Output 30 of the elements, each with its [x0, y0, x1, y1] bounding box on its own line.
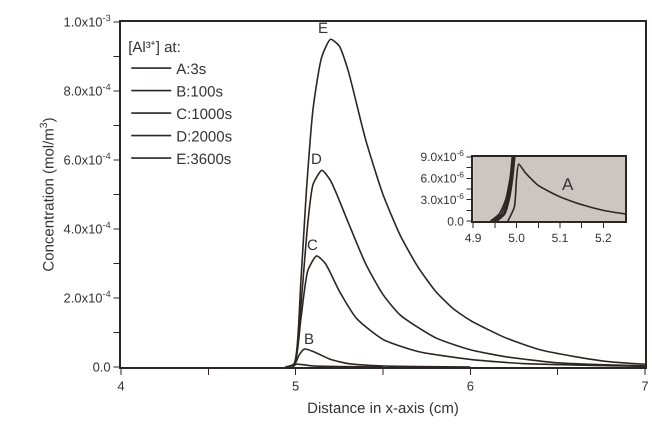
x-axis-title: Distance in x-axis (cm): [307, 400, 459, 417]
y-tick-label: 9.0x10$^{-6}$: [420, 148, 464, 164]
x-tick-label: 5.0: [508, 231, 526, 246]
legend-label: C:1000s: [176, 106, 232, 123]
x-tick-label: 5.2: [595, 231, 612, 246]
y-tick-label: 2.0x10$^{-4}$: [64, 289, 111, 306]
y-tick-label: 6.0x10$^{-6}$: [420, 169, 464, 186]
annotation: A: [562, 175, 574, 194]
annotation: C: [307, 237, 318, 254]
legend-label: D:2000s: [176, 128, 232, 146]
legend-label: E:3600s: [176, 150, 232, 168]
y-tick-label: 0.0: [447, 214, 464, 228]
x-tick-label: 4: [117, 378, 125, 394]
y-tick-label: 1.0x10$^{-3}$: [64, 13, 111, 30]
x-tick-label: 4.9: [464, 231, 482, 246]
y-tick-label: 3.0x10$^{-6}$: [420, 190, 464, 207]
y-tick-label: 6.0x10$^{-4}$: [64, 151, 111, 168]
legend-label: B:100s: [176, 83, 223, 100]
x-tick-label: 5: [292, 378, 300, 394]
x-tick-label: 7: [641, 378, 649, 394]
annotation: B: [304, 331, 314, 348]
y-tick-label: 4.0x10$^{-4}$: [64, 220, 111, 237]
annotation: E: [318, 20, 328, 37]
annotation: D: [311, 151, 322, 168]
y-tick-label: 0.0: [92, 360, 111, 375]
x-tick-label: 6: [466, 378, 474, 394]
x-tick-label: 5.1: [552, 231, 569, 246]
y-tick-label: 8.0x10$^{-4}$: [64, 82, 111, 99]
legend-title: [Al³⁺] at:: [128, 38, 181, 56]
legend-label: A:3s: [176, 60, 206, 78]
